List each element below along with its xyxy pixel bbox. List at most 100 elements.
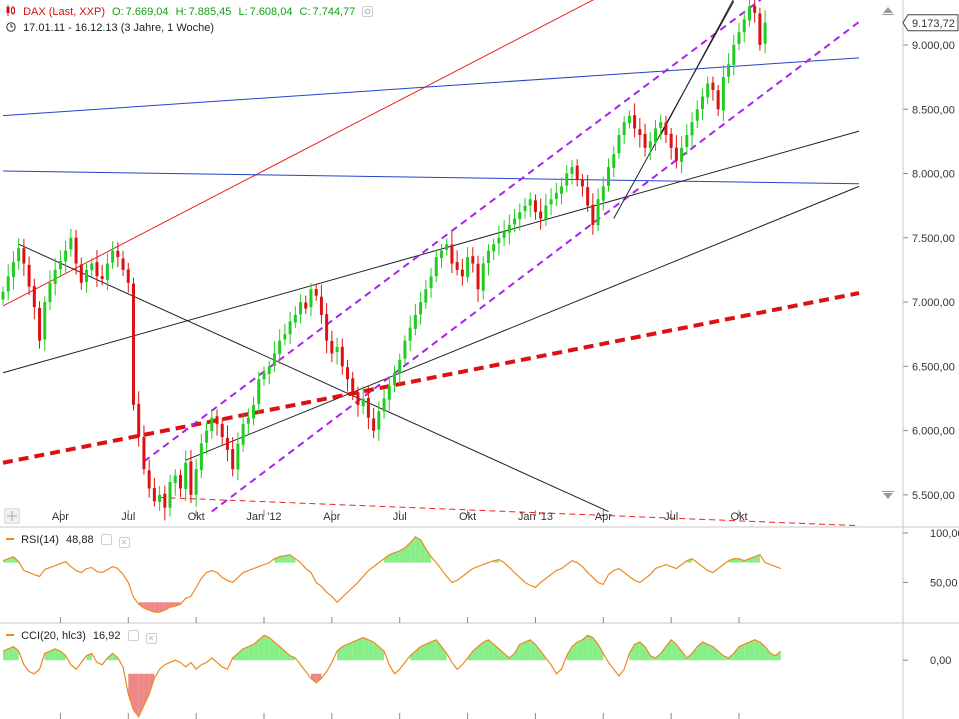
cci-settings-icon[interactable]	[127, 630, 139, 641]
candle-body	[335, 347, 339, 353]
candle-body	[570, 167, 574, 174]
candle-body	[90, 263, 94, 271]
candle-body	[695, 109, 699, 121]
candle-body	[753, 5, 757, 13]
cci-fill-above	[712, 646, 719, 661]
candle-body	[544, 205, 548, 220]
candle-body	[518, 212, 522, 220]
candle-body	[659, 122, 663, 128]
rsi-fill-above	[733, 558, 740, 563]
candle-body	[199, 443, 203, 471]
range-header: 17.01.11 - 16.12.13 (3 Jahre, 1 Woche)	[6, 21, 218, 34]
rsi-panel: 100,00 50,00	[2, 528, 959, 613]
y-tick-label: 6.500,00	[912, 361, 955, 373]
close-label: C:	[299, 6, 311, 18]
candle-body	[215, 416, 219, 425]
candle-body	[434, 257, 438, 277]
y-tick-label: 8.500,00	[912, 104, 955, 116]
cci-fill-above	[363, 637, 369, 661]
rsi-settings-icon[interactable]	[100, 534, 112, 545]
cci-fill-above	[410, 651, 416, 661]
candle-body	[377, 411, 381, 430]
last-value-marker: 9.173,72	[902, 14, 959, 32]
cci-fill-above	[577, 639, 583, 661]
candle-body	[612, 154, 616, 168]
candle-body	[330, 341, 334, 354]
candle-body	[126, 269, 130, 283]
rsi-header: RSI(14) 48,88 ×	[6, 532, 134, 548]
rsi-fill-above	[8, 556, 14, 563]
candle-body	[173, 475, 177, 484]
candle-body	[262, 372, 266, 380]
cci-fill-above	[86, 653, 92, 661]
cci-fill-above	[733, 646, 740, 661]
open-label: O:	[112, 6, 124, 18]
candle-body	[116, 250, 120, 258]
candle-body	[711, 82, 715, 90]
cci-fill-above	[754, 639, 760, 661]
crosshair-tool-icon[interactable]	[4, 508, 20, 524]
cci-fill-above	[237, 648, 244, 661]
cci-fill-above	[420, 644, 426, 661]
candle-body	[38, 307, 42, 341]
rsi-fill-above	[420, 539, 426, 563]
symbol-label[interactable]: DAX (Last, XXP)	[23, 6, 105, 18]
cci-close-icon[interactable]: ×	[145, 633, 157, 644]
x-tick-label: Jul	[664, 511, 678, 523]
cci-fill-above	[697, 642, 703, 661]
candle-body	[413, 314, 417, 329]
cci-fill-above	[692, 646, 698, 661]
rsi-close-icon[interactable]: ×	[118, 537, 130, 548]
candle-body	[664, 122, 668, 135]
cci-fill-above	[498, 648, 505, 661]
rsi-fill-above	[749, 556, 755, 563]
candle-body	[309, 289, 313, 308]
cci-fill-below	[138, 673, 144, 717]
candle-body	[533, 200, 537, 213]
clock-icon	[6, 22, 16, 32]
cci-plot-area[interactable]	[2, 634, 782, 718]
cci-fill-above	[347, 642, 353, 661]
candle-body	[48, 282, 52, 303]
candle-body	[601, 186, 605, 201]
candle-body	[387, 385, 391, 400]
candle-body	[85, 269, 89, 283]
candle-body	[121, 258, 125, 270]
rsi-fill-above	[410, 536, 416, 563]
candle-layer	[1, 0, 767, 521]
candle-body	[194, 469, 198, 495]
cci-fill-above	[368, 639, 374, 661]
cci-fill-above	[13, 646, 19, 661]
candle-body	[737, 32, 741, 44]
rsi-fill-above	[279, 555, 285, 563]
trendline-red-dashed-support	[2, 291, 860, 465]
last-value-box	[902, 14, 959, 32]
candle-body	[638, 129, 642, 135]
scroll-down-icon[interactable]	[882, 491, 894, 501]
chart-type-icon[interactable]	[6, 5, 16, 16]
rsi-label[interactable]: RSI(14)	[21, 534, 59, 546]
candle-body	[132, 283, 135, 405]
candle-body	[732, 44, 736, 66]
cci-fill-above	[718, 651, 724, 661]
cci-fill-above	[258, 635, 264, 661]
y-tick-label: 8.000,00	[912, 169, 955, 181]
candle-body	[580, 179, 584, 187]
candle-body	[408, 327, 412, 341]
candle-body	[685, 134, 689, 148]
cci-label[interactable]: CCI(20, hlc3)	[21, 630, 86, 642]
candle-body	[424, 289, 428, 303]
scroll-up-icon[interactable]	[882, 5, 894, 15]
cci-fill-above	[274, 642, 280, 661]
candle-body	[205, 430, 209, 443]
settings-icon[interactable]	[362, 6, 374, 17]
rsi-plot-area[interactable]	[2, 536, 781, 613]
candle-body	[471, 256, 475, 264]
candle-body	[184, 462, 188, 489]
candle-body	[210, 417, 214, 431]
cci-value: 16,92	[92, 630, 121, 642]
cci-fill-above	[707, 644, 713, 661]
candle-body	[633, 115, 637, 129]
rsi-fill-above	[394, 550, 400, 563]
candle-body	[429, 276, 433, 288]
